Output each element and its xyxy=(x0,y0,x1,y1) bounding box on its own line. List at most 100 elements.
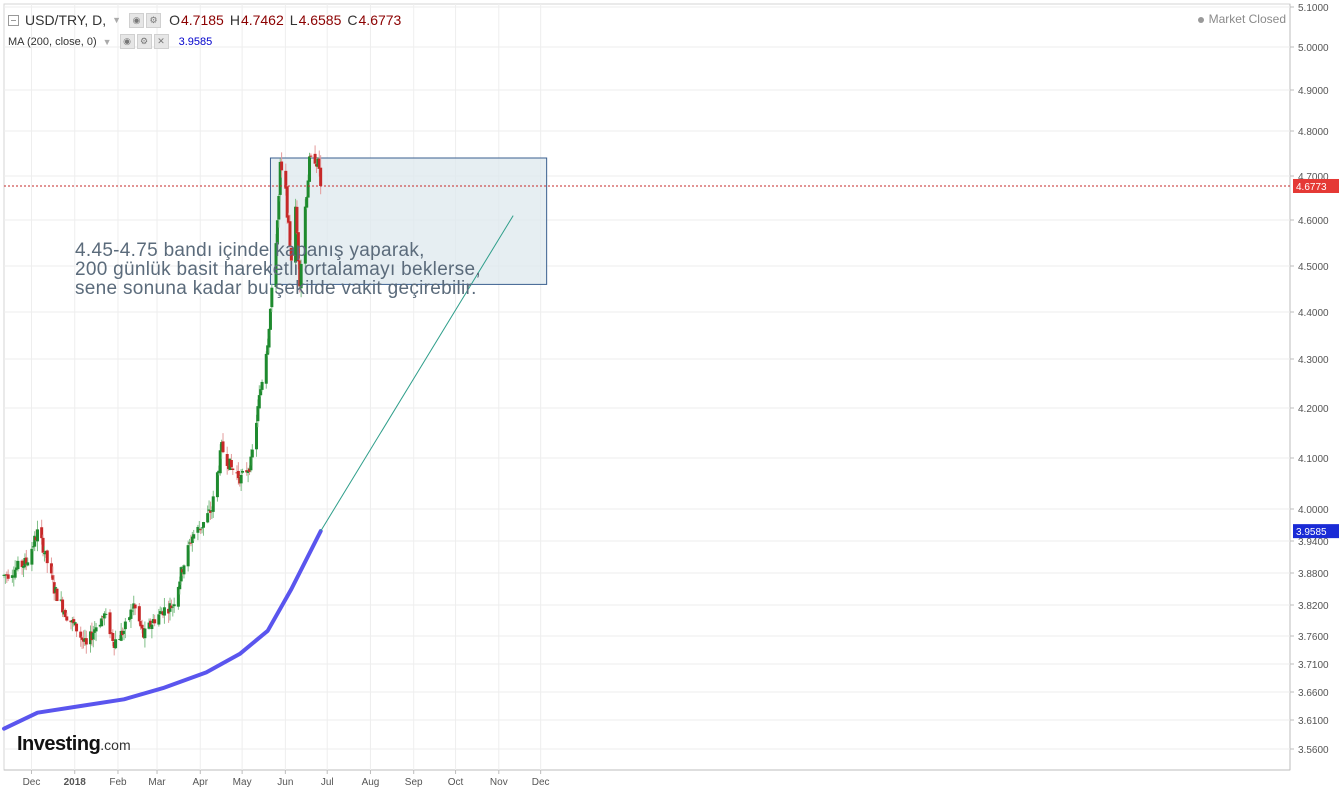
candle-body xyxy=(317,158,321,169)
x-tick-label: 2018 xyxy=(64,777,87,788)
candle-body xyxy=(49,563,53,574)
candle-body xyxy=(91,632,95,640)
ma-legend: MA (200, close, 0) ▼ ◉ ⚙ ✕ 3.9585 xyxy=(8,34,212,49)
candle-body xyxy=(40,527,44,539)
candle-body xyxy=(289,247,293,261)
candle-body xyxy=(108,612,112,635)
symbol-legend: USD/TRY, D, ▼ ◉ ⚙ O 4.7185 H 4.7462 L 4.658… xyxy=(8,12,401,28)
candle-body xyxy=(275,220,279,245)
ma-price-tag: 3.9585 xyxy=(1296,527,1327,538)
y-tick-label: 4.0000 xyxy=(1298,505,1329,516)
candle-body xyxy=(189,542,193,544)
candle-body xyxy=(100,618,104,627)
open-label: O xyxy=(169,12,180,28)
y-tick-label: 3.9400 xyxy=(1298,537,1329,548)
symbol-label: USD/TRY, D, xyxy=(25,12,107,28)
candle-body xyxy=(61,599,65,613)
candle-body xyxy=(150,624,154,629)
candle-body xyxy=(225,454,229,466)
settings-icon[interactable]: ⚙ xyxy=(136,34,152,49)
candle-body xyxy=(285,186,289,218)
candle-body xyxy=(199,529,203,531)
close-label: C xyxy=(347,12,358,28)
candle-body xyxy=(109,632,113,634)
x-tick-label: Jun xyxy=(277,777,293,788)
candle-body xyxy=(264,353,268,384)
status-dot-icon xyxy=(1197,16,1204,23)
low-label: L xyxy=(289,12,298,28)
y-tick-label: 4.9000 xyxy=(1298,86,1329,97)
x-tick-label: Oct xyxy=(448,777,464,788)
chevron-down-icon[interactable]: ▼ xyxy=(112,15,122,25)
candle-body xyxy=(182,565,186,575)
plot-frame xyxy=(3,3,1291,771)
candle-body xyxy=(172,604,176,607)
close-icon[interactable]: ✕ xyxy=(153,34,169,49)
y-tick-label: 4.8000 xyxy=(1298,127,1329,138)
candle-body xyxy=(102,613,106,619)
eye-icon[interactable]: ◉ xyxy=(129,12,145,28)
x-tick-label: Apr xyxy=(192,777,208,788)
candle-body xyxy=(295,206,299,234)
candle-body xyxy=(119,630,123,641)
candle-body xyxy=(45,550,49,564)
candle-body xyxy=(229,460,233,468)
candle-body xyxy=(299,263,303,289)
candle-body xyxy=(208,510,212,513)
candle-body xyxy=(186,545,190,567)
candle-body xyxy=(239,474,243,484)
chevron-down-icon[interactable]: ▼ xyxy=(102,36,112,47)
candle-body xyxy=(157,614,161,625)
candle-body xyxy=(256,406,260,422)
candle-body xyxy=(231,468,235,471)
y-tick-label: 5.0000 xyxy=(1298,43,1329,54)
current-price-tag-bg xyxy=(1293,178,1339,193)
high-label: H xyxy=(229,12,240,28)
ma-label: MA (200, close, 0) xyxy=(8,35,97,48)
collapse-icon[interactable] xyxy=(8,14,19,26)
logo-suffix: .com xyxy=(100,737,131,753)
y-tick-label: 3.6100 xyxy=(1298,716,1329,727)
candle-body xyxy=(129,609,133,619)
candle-body xyxy=(192,534,196,539)
y-tick-label: 5.1000 xyxy=(1298,3,1329,14)
candle-body xyxy=(303,206,307,264)
candle-body xyxy=(13,569,17,578)
y-tick-label: 4.4000 xyxy=(1298,308,1329,319)
candle-body xyxy=(51,575,55,580)
candle-body xyxy=(111,633,115,641)
candle-body xyxy=(257,395,261,409)
candle-body xyxy=(221,441,225,453)
candle-body xyxy=(250,449,254,458)
candle-body xyxy=(201,522,205,528)
candle-body xyxy=(65,616,69,621)
candle-body xyxy=(63,610,67,618)
candle-body xyxy=(143,628,147,639)
candle-body xyxy=(294,206,298,263)
eye-icon[interactable]: ◉ xyxy=(119,34,135,49)
candle-body xyxy=(148,620,152,627)
candle-body xyxy=(178,581,182,590)
candle-body xyxy=(137,606,141,622)
investing-logo: Investing.com xyxy=(17,733,131,756)
close-value: 4.6773 xyxy=(358,12,402,28)
candle-body xyxy=(197,528,201,530)
projection-line xyxy=(320,215,514,532)
candle-body xyxy=(207,509,211,511)
x-tick-label: Dec xyxy=(532,777,550,788)
candle-body xyxy=(260,381,264,390)
current-price-tag: 4.6773 xyxy=(1296,182,1327,193)
candle-body xyxy=(284,170,288,189)
x-tick-label: Jul xyxy=(321,777,334,788)
y-tick-label: 3.8800 xyxy=(1298,569,1329,580)
candle-body xyxy=(72,619,76,624)
candle-body xyxy=(41,537,45,553)
candle-body xyxy=(308,156,312,182)
candle-body xyxy=(133,604,137,609)
candle-body xyxy=(24,557,28,564)
chart-annotation[interactable]: 4.45-4.75 bandı içinde kapanış yaparak, … xyxy=(75,241,481,298)
candle-body xyxy=(259,389,263,396)
range-box xyxy=(269,157,548,285)
settings-icon[interactable]: ⚙ xyxy=(146,12,162,28)
